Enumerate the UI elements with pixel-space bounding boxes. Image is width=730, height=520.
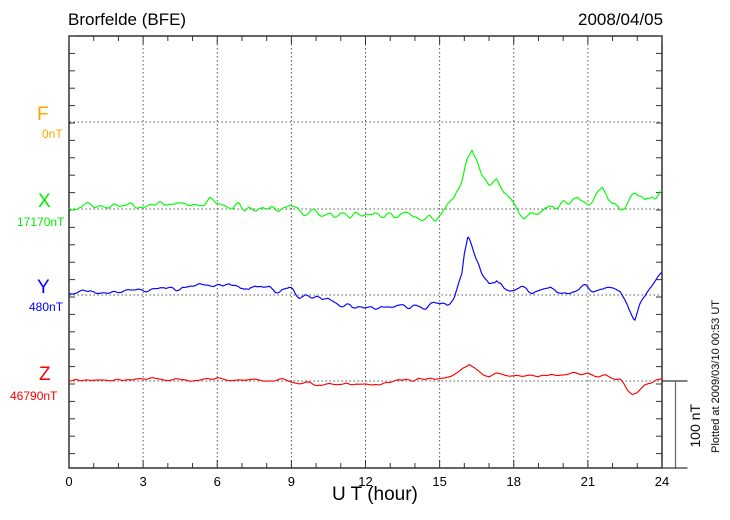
svg-text:0: 0 (65, 474, 72, 489)
svg-text:3: 3 (140, 474, 147, 489)
svg-text:21: 21 (581, 474, 595, 489)
svg-text:18: 18 (507, 474, 521, 489)
svg-text:15: 15 (432, 474, 446, 489)
svg-text:9: 9 (288, 474, 295, 489)
svg-text:6: 6 (214, 474, 221, 489)
svg-text:12: 12 (358, 474, 372, 489)
svg-text:24: 24 (655, 474, 669, 489)
